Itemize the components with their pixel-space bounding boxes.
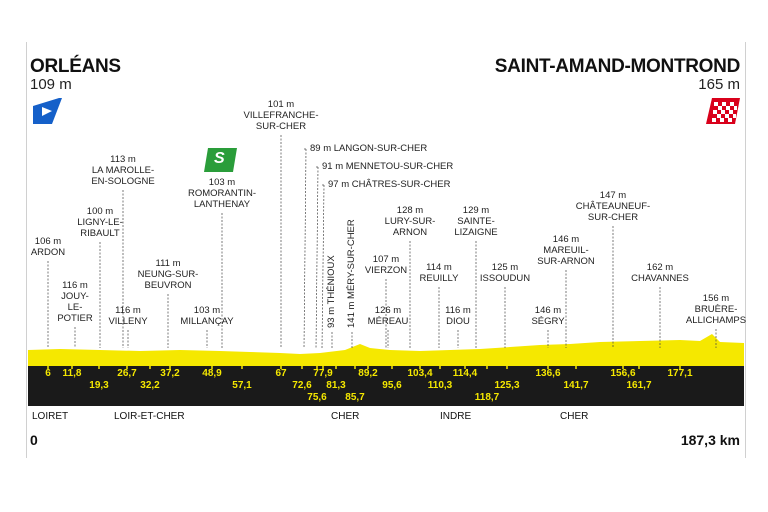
chart-frame — [26, 42, 746, 458]
km-mark: 32,2 — [140, 380, 160, 391]
km-mark: 48,9 — [202, 368, 222, 379]
km-mark: 161,7 — [626, 380, 652, 391]
place-label-vertical: 141 m MÉRY-SUR-CHER — [346, 219, 357, 328]
km-ticks — [47, 366, 681, 369]
km-mark: 177,1 — [667, 368, 693, 379]
place-label: 91 m MENNETOU-SUR-CHER — [322, 161, 454, 172]
km-mark: 110,3 — [427, 380, 453, 391]
start-altitude: 109 m — [30, 76, 72, 93]
km-mark: 156,6 — [610, 368, 636, 379]
km-mark: 103,4 — [407, 368, 433, 379]
region-label: LOIRET — [32, 411, 69, 422]
km-mark: 81,3 — [326, 380, 346, 391]
place-label: 126 m MÉREAU — [367, 305, 409, 327]
place-label: 89 m LANGON-SUR-CHER — [310, 143, 428, 154]
place-label: 111 m NEUNG-SUR- BEUVRON — [137, 258, 199, 291]
sprint-badge — [204, 148, 237, 172]
distance-start: 0 — [30, 432, 38, 448]
km-mark: 125,3 — [494, 380, 520, 391]
km-mark: 114,4 — [452, 368, 478, 379]
km-mark: 72,6 — [292, 380, 312, 391]
place-label: 107 m VIERZON — [364, 254, 408, 276]
place-label: 114 m REUILLY — [419, 262, 459, 284]
region-label: LOIR-ET-CHER — [114, 411, 185, 422]
km-mark: 75,6 — [307, 392, 327, 403]
km-mark: 67 — [275, 368, 287, 379]
km-mark: 89,2 — [358, 368, 378, 379]
finish-city: SAINT-AMAND-MONTROND — [494, 56, 741, 77]
place-label: 162 m CHAVANNES — [631, 262, 689, 284]
finish-altitude: 165 m — [698, 76, 740, 93]
km-mark: 37,2 — [160, 368, 180, 379]
place-label: 103 m ROMORANTIN- LANTHENAY — [187, 177, 257, 210]
place-label: 116 m JOUY- LE- POTIER — [57, 280, 93, 324]
region-label: CHER — [560, 411, 589, 422]
place-label-vertical: 93 m THÉNIOUX — [326, 255, 337, 328]
place-label: 146 m SÉGRY — [531, 305, 565, 327]
place-label: 116 m DIOU — [445, 305, 471, 327]
start-flag-arrow — [42, 107, 52, 116]
place-label: 125 m ISSOUDUN — [479, 262, 531, 284]
sprint-icon: S — [214, 150, 225, 167]
place-label: 129 m SAINTE- LIZAIGNE — [454, 205, 498, 238]
finish-flag — [706, 98, 740, 124]
distance-end: 187,3 km — [680, 432, 740, 448]
km-mark: 136,6 — [535, 368, 561, 379]
km-mark: 26,7 — [117, 368, 137, 379]
leader-line — [303, 148, 307, 349]
elevation-profile — [28, 334, 744, 366]
place-label: 100 m LIGNY-LE- RIBAULT — [77, 206, 123, 239]
place-label: 101 m VILLEFRANCHE- SUR-CHER — [243, 99, 319, 132]
distance-band — [28, 366, 744, 406]
place-label: 97 m CHÂTRES-SUR-CHER — [328, 179, 451, 190]
leader-line — [321, 184, 325, 349]
km-mark: 85,7 — [345, 392, 365, 403]
place-label: 146 m MAREUIL- SUR-ARNON — [537, 234, 595, 267]
place-label: 147 m CHÂTEAUNEUF- SUR-CHER — [575, 190, 651, 223]
km-mark: 95,6 — [382, 380, 402, 391]
km-mark: 19,3 — [89, 380, 109, 391]
place-label: 113 m LA MAROLLE- EN-SOLOGNE — [91, 154, 155, 187]
leader-lines — [47, 135, 717, 349]
place-label: 106 m ARDON — [30, 236, 66, 258]
place-label: 116 m VILLENY — [108, 305, 148, 327]
region-label: CHER — [331, 411, 360, 422]
km-mark: 77,9 — [313, 368, 333, 379]
start-city: ORLÉANS — [30, 56, 121, 77]
km-mark: 11,8 — [62, 368, 82, 379]
km-mark: 6 — [45, 368, 51, 379]
km-mark: 141,7 — [563, 380, 589, 391]
leader-line — [315, 166, 319, 349]
km-mark: 57,1 — [232, 380, 252, 391]
place-label: 128 m LURY-SUR- ARNON — [384, 205, 436, 238]
km-mark: 118,7 — [474, 392, 500, 403]
place-label: 103 m MILLANÇAY — [180, 305, 234, 327]
region-label: INDRE — [440, 411, 472, 422]
place-label: 156 m BRUÈRE- ALLICHAMPS — [685, 293, 747, 326]
